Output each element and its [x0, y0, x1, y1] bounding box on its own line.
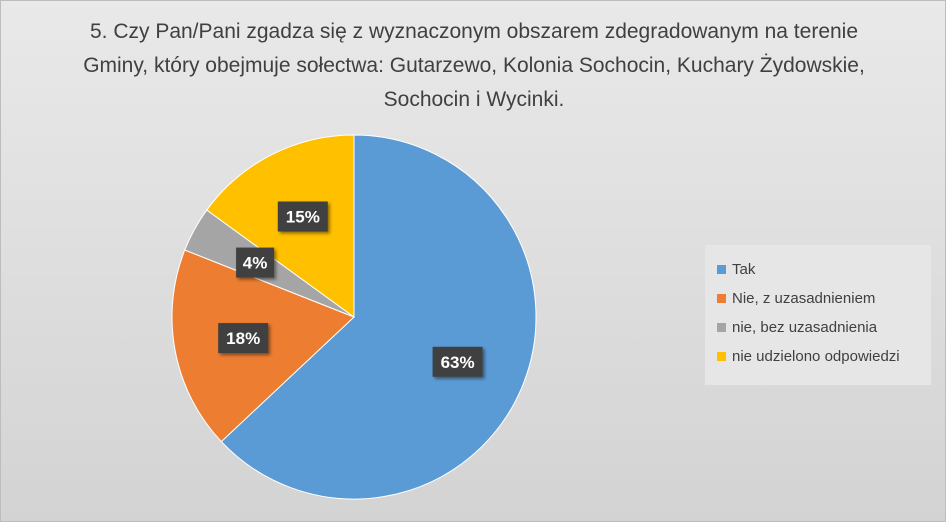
pie-data-labels: 63% 18% 4% 15%	[218, 201, 483, 377]
legend-swatch-tak	[717, 265, 726, 274]
pie-slices	[171, 134, 537, 500]
legend-item-brak-odpowiedzi: nie udzielono odpowiedzi	[705, 342, 931, 371]
legend-item-tak: Tak	[705, 255, 931, 284]
data-label-text: 4%	[243, 254, 268, 273]
legend-swatch-nie-z-uzasadnieniem	[717, 294, 726, 303]
legend-label-tak: Tak	[732, 261, 756, 278]
data-label-box	[277, 201, 328, 232]
data-label-text: 15%	[286, 208, 320, 227]
pie-slice-tak	[220, 134, 537, 500]
data-label-box	[236, 247, 275, 278]
legend-label-nie-bez-uzasadnienia: nie, bez uzasadnienia	[732, 319, 878, 336]
data-label-box	[218, 323, 269, 354]
legend-label-nie-z-uzasadnieniem: Nie, z uzasadnieniem	[732, 290, 876, 307]
data-label-text: 18%	[226, 329, 260, 348]
legend: Tak Nie, z uzasadnieniem nie, bez uzasad…	[705, 245, 931, 385]
data-label-brak-odpowiedzi: 15%	[277, 201, 328, 232]
chart-title: 5. Czy Pan/Pani zgadza się z wyznaczonym…	[83, 20, 865, 111]
data-label-nie-z-uzasadnieniem: 18%	[218, 323, 269, 354]
legend-swatch-nie-bez-uzasadnienia	[717, 323, 726, 332]
data-label-tak: 63%	[432, 346, 483, 377]
data-label-box	[432, 346, 483, 377]
legend-item-nie-bez-uzasadnienia: nie, bez uzasadnienia	[705, 313, 931, 342]
legend-label-brak-odpowiedzi: nie udzielono odpowiedzi	[732, 348, 900, 365]
legend-swatch-brak-odpowiedzi	[717, 352, 726, 361]
data-label-nie-bez-uzasadnienia: 4%	[236, 247, 275, 278]
data-label-text: 63%	[441, 353, 475, 372]
legend-item-nie-z-uzasadnieniem: Nie, z uzasadnieniem	[705, 284, 931, 313]
